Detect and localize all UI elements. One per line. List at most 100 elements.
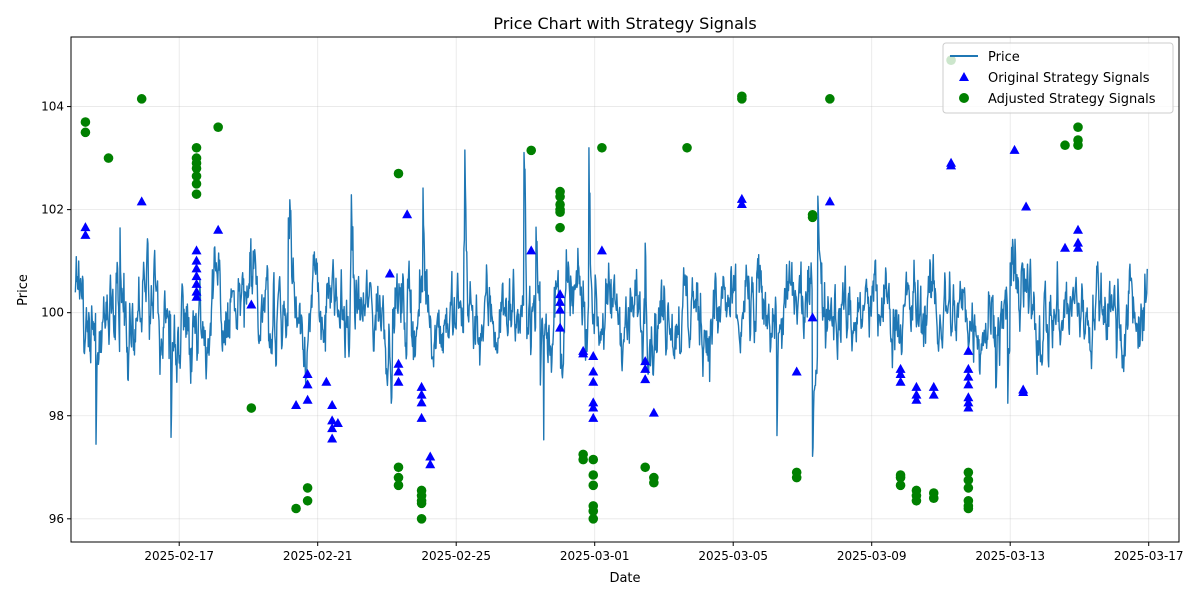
- x-tick-label: 2025-02-17: [144, 549, 214, 563]
- adjusted-signal-marker: [416, 514, 427, 524]
- legend-original-swatch: [959, 72, 969, 81]
- original-signal-marker: [191, 286, 202, 296]
- original-signal-marker: [291, 399, 302, 409]
- legend: Price Original Strategy Signals Adjusted…: [942, 42, 1174, 114]
- adjusted-signal-marker: [588, 506, 599, 516]
- original-signal-marker: [928, 389, 939, 399]
- original-signal-marker: [80, 222, 91, 232]
- x-tick-label: 2025-03-09: [837, 549, 907, 563]
- original-signal-marker: [321, 376, 332, 386]
- adjusted-signal-marker: [1073, 140, 1083, 151]
- adjusted-signal-marker: [191, 179, 202, 189]
- original-signal-marker: [588, 412, 599, 422]
- original-signal-marker: [963, 371, 974, 381]
- adjusted-signal-marker: [963, 475, 974, 485]
- original-signal-marker: [1009, 144, 1020, 154]
- original-signal-marker: [327, 415, 338, 425]
- original-signal-marker: [402, 209, 413, 219]
- adjusted-signal-marker: [393, 480, 404, 491]
- original-signal-marker: [425, 451, 436, 461]
- original-signal-marker: [1073, 237, 1084, 247]
- legend-box: [942, 42, 1174, 114]
- original-signal-marker: [807, 312, 818, 322]
- adjusted-signal-marker: [963, 503, 974, 514]
- adjusted-signal-marker: [640, 462, 650, 473]
- adjusted-signal-marker: [103, 153, 114, 163]
- adjusted-signal-marker: [807, 212, 818, 223]
- original-signal-marker: [302, 369, 313, 379]
- adjusted-signal-marker: [80, 127, 91, 138]
- original-signal-marker: [791, 366, 802, 376]
- original-signal-marker: [1073, 224, 1084, 234]
- adjusted-signal-marker: [649, 477, 659, 488]
- original-signal-marker: [327, 433, 338, 443]
- adjusted-signal-marker: [393, 462, 404, 473]
- x-tick-label: 2025-03-13: [975, 549, 1045, 563]
- original-signal-marker: [1018, 387, 1029, 397]
- adjusted-signal-marker: [911, 495, 922, 506]
- y-tick-label: 100: [41, 306, 64, 320]
- original-signal-marker: [393, 376, 404, 386]
- original-signal-marker: [963, 392, 974, 402]
- legend-adjusted-swatch: [959, 93, 969, 103]
- original-signal-marker: [191, 271, 202, 281]
- y-tick-label: 96: [49, 512, 64, 526]
- original-signal-marker: [824, 196, 835, 206]
- original-signal-marker: [416, 381, 427, 391]
- x-tick-label: 2025-02-21: [283, 549, 353, 563]
- original-signal-marker: [588, 376, 599, 386]
- adjusted-signal-marker: [588, 470, 599, 480]
- original-signal-marker: [526, 245, 537, 255]
- original-signal-marker: [191, 255, 202, 265]
- adjusted-signal-marker: [963, 483, 974, 493]
- original-signal-marker: [191, 291, 202, 301]
- original-signal-marker: [928, 381, 939, 391]
- original-signal-marker: [555, 296, 566, 306]
- adjusted-signal-marker: [682, 142, 692, 153]
- plot-frame: [70, 36, 1180, 543]
- adjusted-signal-marker: [191, 189, 202, 199]
- original-signal-marker: [963, 345, 974, 355]
- adjusted-signal-marker: [791, 472, 802, 483]
- adjusted-signal-marker: [597, 142, 607, 153]
- original-signal-marker: [895, 363, 906, 373]
- adjusted-signal-marker: [302, 483, 313, 493]
- adjusted-signal-marker: [393, 472, 404, 483]
- y-axis-ticks: 96 98 100 102 104: [41, 100, 71, 526]
- original-signal-marker: [736, 198, 747, 208]
- original-signal-marker: [963, 397, 974, 407]
- original-signal-marker: [1021, 201, 1032, 211]
- original-signal-marker: [416, 389, 427, 399]
- original-signal-marker: [578, 348, 589, 358]
- original-signal-marker: [895, 376, 906, 386]
- original-signal-marker: [648, 407, 659, 417]
- adjusted-signal-marker: [291, 503, 301, 514]
- y-tick-label: 98: [49, 409, 64, 423]
- original-signal-marker: [80, 229, 91, 239]
- legend-original-label: Original Strategy Signals: [988, 71, 1150, 86]
- x-tick-label: 2025-03-17: [1114, 549, 1184, 563]
- legend-adjusted-label: Adjusted Strategy Signals: [988, 92, 1156, 107]
- adjusted-signal-marker: [895, 480, 906, 491]
- legend-price-label: Price: [988, 50, 1020, 65]
- adjusted-signal-marker: [588, 454, 599, 465]
- original-signal-marker: [555, 289, 566, 299]
- original-signal-marker: [963, 379, 974, 389]
- original-signal-marker: [393, 366, 404, 376]
- adjusted-signal-marker: [825, 94, 835, 104]
- original-signal-marker: [895, 369, 906, 379]
- adjusted-signal-marker: [302, 495, 313, 506]
- adjusted-signal-marker: [588, 480, 599, 491]
- x-axis-title: Date: [609, 571, 640, 586]
- original-signal-marker: [963, 402, 974, 412]
- original-signal-marker: [963, 363, 974, 373]
- original-signal-marker: [1060, 242, 1071, 252]
- adjusted-signal-marker: [1060, 140, 1070, 151]
- y-axis-title: Price: [16, 274, 31, 306]
- original-signal-marker: [588, 402, 599, 412]
- original-signal-marker: [555, 304, 566, 314]
- original-signal-marker: [191, 278, 202, 288]
- y-tick-label: 104: [41, 100, 64, 114]
- original-signal-marker: [588, 350, 599, 360]
- adjusted-signal-marker: [191, 171, 202, 181]
